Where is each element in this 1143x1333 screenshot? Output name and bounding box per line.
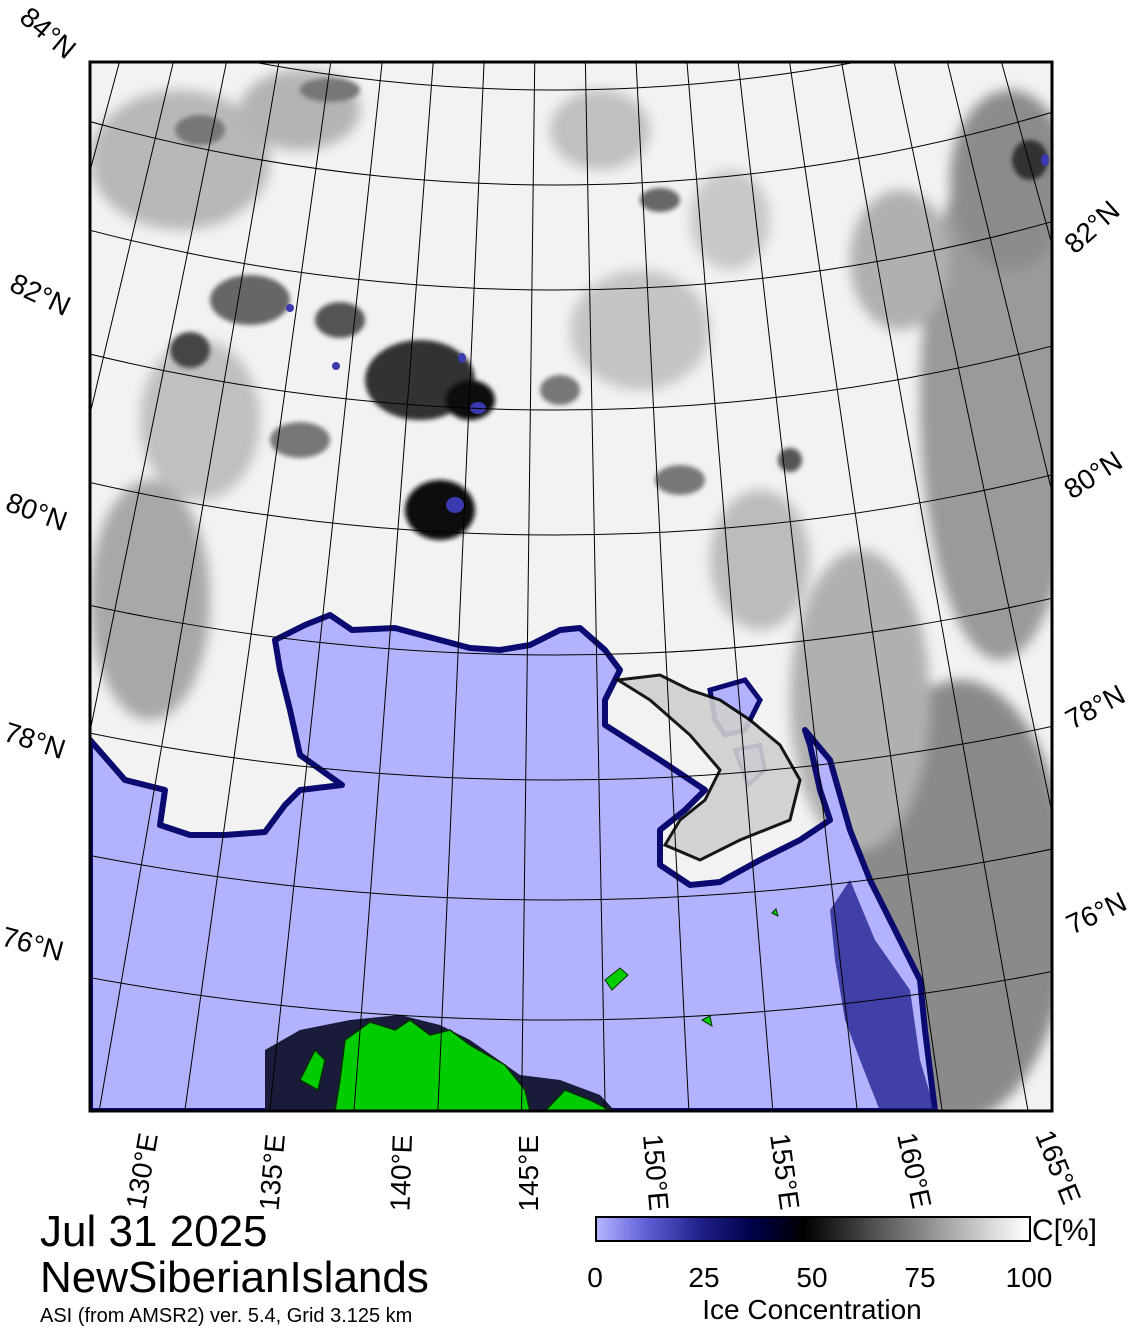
lon-label-155: 155°E: [764, 1132, 805, 1212]
meridian-line: [635, 62, 690, 1111]
meridian-line: [521, 62, 536, 1111]
lat-label-84-left: 84°N: [14, 1, 82, 65]
colorbar: [595, 1216, 1031, 1242]
meridian-line: [98, 62, 280, 1111]
ice-floes: [170, 78, 1048, 540]
lat-label-78-left: 78°N: [0, 716, 69, 765]
lon-label-160: 160°E: [891, 1130, 937, 1211]
meridian-line: [1095, 0, 1143, 1126]
meridian-line: [841, 62, 1029, 1111]
parallel-line: [252, 62, 858, 91]
lon-label-145: 145°E: [513, 1135, 544, 1212]
meridian-line: [437, 62, 485, 1111]
meridian-line: [789, 62, 943, 1111]
lat-label-82-right: 82°N: [1058, 195, 1125, 260]
lon-label-140: 140°E: [384, 1134, 418, 1212]
colorbar-tick-0: 0: [587, 1262, 603, 1293]
colorbar-tick-100: 100: [1005, 1262, 1053, 1293]
fast-ice-tongue: [613, 673, 802, 862]
meridian-line: [584, 62, 606, 1111]
bennett-island: [604, 967, 629, 991]
open-water: [90, 612, 938, 1111]
lat-label-76-right: 76°N: [1061, 886, 1131, 941]
lat-label-82-left: 82°N: [5, 267, 75, 322]
jeannette-island: [700, 1015, 713, 1028]
meridian-line: [269, 62, 383, 1111]
date-title: Jul 31 2025: [40, 1207, 268, 1256]
lon-label-130: 130°E: [120, 1131, 164, 1212]
colorbar-tick-50: 50: [796, 1262, 828, 1293]
colorbar-label: Ice Concentration: [702, 1294, 922, 1325]
lat-label-80-left: 80°N: [2, 487, 71, 538]
region-title: NewSiberianIslands: [40, 1253, 429, 1302]
meridian-line: [90, 62, 227, 734]
parallels: [90, 62, 1052, 1020]
meridian-line: [353, 62, 434, 1111]
source-note: ASI (from AMSR2) ver. 5.4, Grid 3.125 km: [40, 1305, 413, 1327]
lon-label-150: 150°E: [637, 1133, 675, 1212]
ice-edge-blue-band: [830, 880, 935, 1111]
new-siberia-island: [543, 1089, 613, 1111]
lat-label-76-left: 76°N: [0, 921, 67, 967]
map-frame: [88, 60, 1054, 1113]
lat-label-78-right: 78°N: [1060, 679, 1130, 736]
colorbar-unit: C[%]: [1032, 1214, 1098, 1247]
meridian-line: [184, 62, 332, 1111]
ice-texture: [90, 70, 1052, 1111]
meridian-line: [686, 62, 774, 1111]
lon-label-135: 135°E: [253, 1133, 291, 1212]
kotelny-island: [334, 1019, 531, 1111]
colorbar-tick-25: 25: [688, 1262, 720, 1293]
meridian-line: [893, 62, 1052, 815]
lat-label-80-right: 80°N: [1058, 445, 1127, 505]
lon-label-165: 165°E: [1029, 1126, 1086, 1209]
meridian-line: [1054, 0, 1143, 1160]
colorbar-tick-75: 75: [904, 1262, 936, 1293]
meridian-line: [1135, 0, 1143, 1089]
low-concentration-spots: [286, 154, 1049, 513]
meridian-line: [737, 62, 858, 1111]
henrietta-island: [771, 908, 779, 917]
faddeyevsky-island: [299, 1048, 326, 1092]
